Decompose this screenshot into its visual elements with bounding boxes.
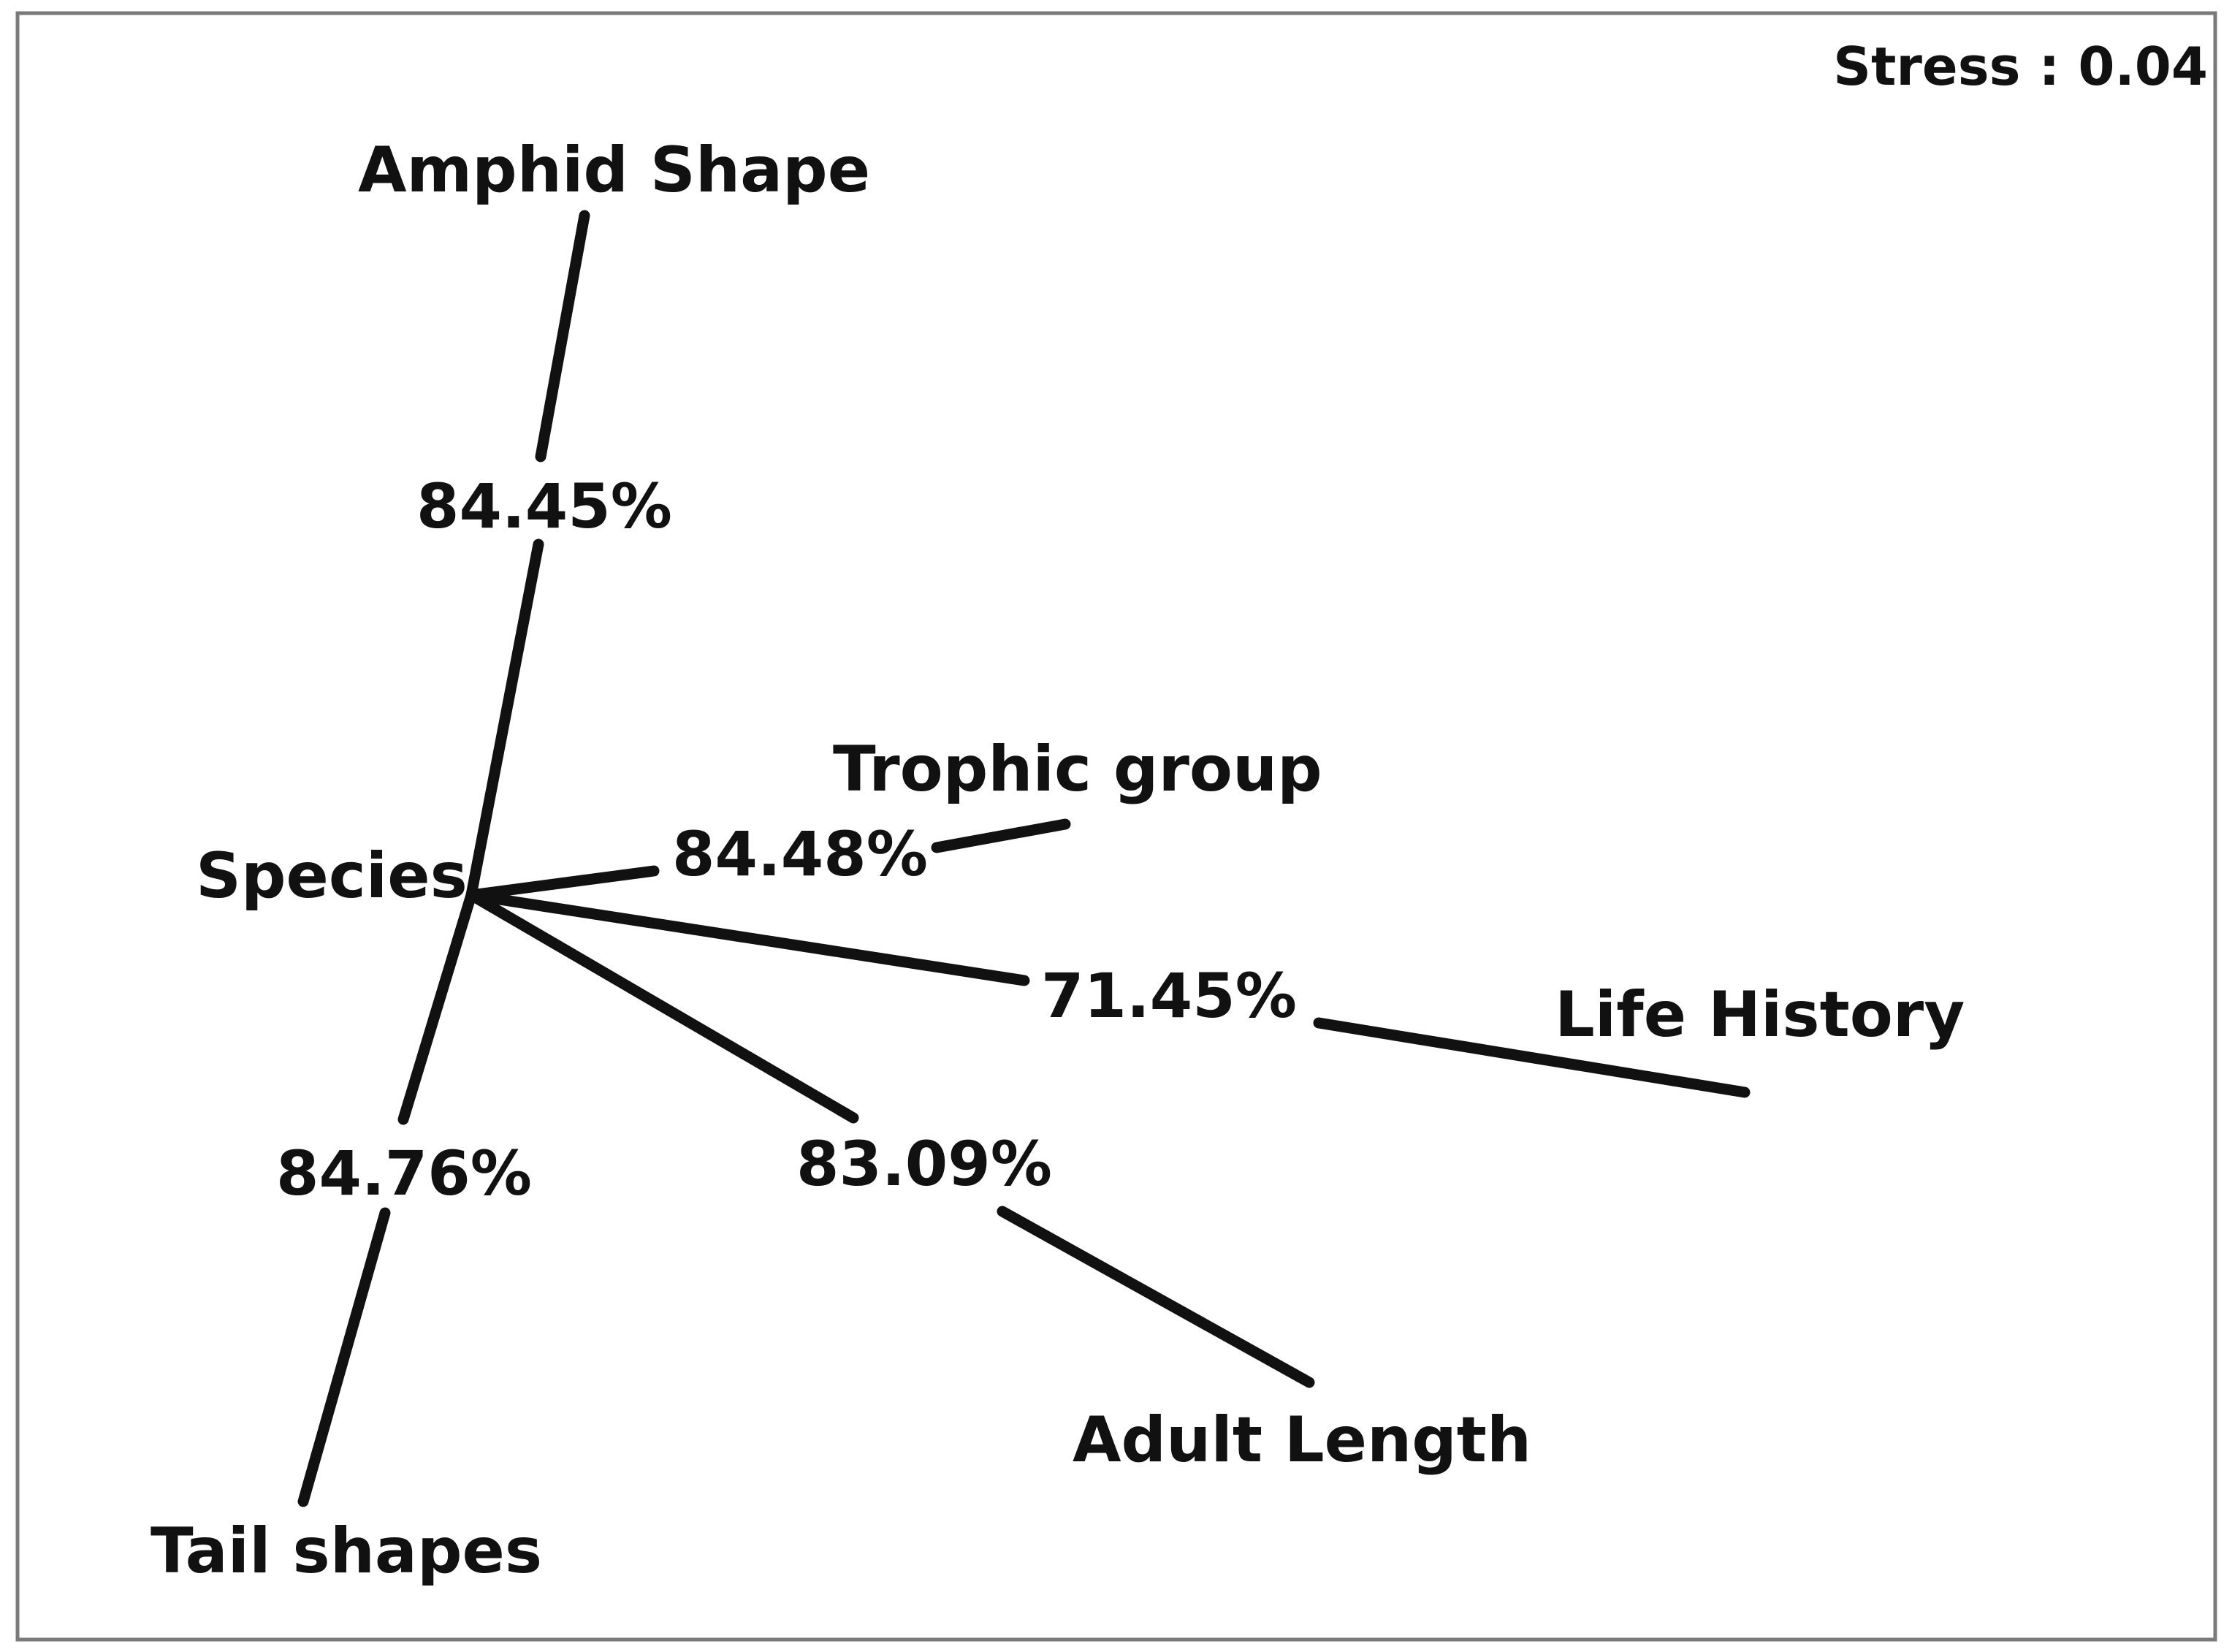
branch-adult-line-outer	[997, 1206, 1315, 1388]
trophic-group-label: Trophic group	[833, 733, 1322, 806]
life-history-label: Life History	[1555, 978, 1965, 1051]
life-history-percent: 71.45%	[1041, 960, 1297, 1032]
branch-tail-line-outer	[297, 1207, 391, 1507]
branch-adult-length: Adult Length 83.09%	[465, 889, 1531, 1477]
tail-shapes-percent: 84.76%	[276, 1138, 532, 1209]
branch-tail-shapes: Tail shapes 84.76%	[151, 889, 542, 1588]
adult-length-label: Adult Length	[1073, 1404, 1531, 1477]
branch-life-line-inner	[465, 889, 1030, 986]
branch-adult-line-inner	[465, 889, 859, 1124]
branch-amphid-shape: Amphid Shape 84.45%	[358, 134, 870, 901]
branch-tail-line-inner	[397, 889, 477, 1125]
branch-amphid-line-outer	[535, 210, 590, 463]
species-label: Species	[196, 840, 468, 913]
amphid-shape-percent: 84.45%	[416, 471, 672, 542]
stress-label: Stress : 0.04	[1833, 36, 2208, 97]
branch-life-history: Life History 71.45%	[465, 889, 1965, 1098]
branch-trophic-group: Trophic group 84.48%	[465, 733, 1322, 901]
tail-shapes-label: Tail shapes	[151, 1515, 542, 1588]
branch-trophic-line-inner	[465, 865, 660, 901]
branch-life-line-outer	[1313, 1017, 1751, 1098]
trophic-group-percent: 84.48%	[672, 818, 928, 890]
adult-length-percent: 83.09%	[796, 1128, 1052, 1200]
branch-trophic-line-outer	[931, 818, 1071, 853]
diagram-frame	[15, 11, 2217, 1642]
amphid-shape-label: Amphid Shape	[358, 134, 870, 207]
branch-amphid-line-inner	[465, 538, 544, 901]
